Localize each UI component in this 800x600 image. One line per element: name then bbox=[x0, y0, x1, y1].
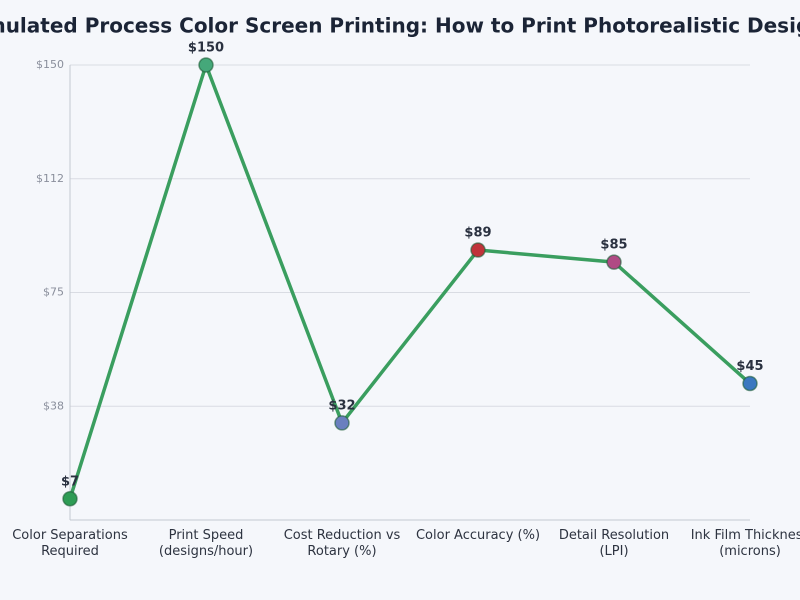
value-label: $85 bbox=[600, 238, 627, 253]
x-tick-label-line: Detail Resolution bbox=[559, 528, 669, 543]
x-tick-label-line: Color Accuracy (%) bbox=[416, 528, 540, 543]
x-tick-label-line: Rotary (%) bbox=[307, 544, 376, 559]
chart-title: Simulated Process Color Screen Printing:… bbox=[0, 14, 800, 38]
x-tick-label-line: Color Separations bbox=[12, 528, 128, 543]
data-point bbox=[470, 242, 486, 258]
value-label: $150 bbox=[188, 41, 224, 56]
data-point bbox=[742, 375, 758, 392]
y-tick-label: $38 bbox=[43, 399, 64, 412]
x-tick-label: Detail Resolution (LPI) bbox=[559, 528, 669, 559]
data-point bbox=[334, 415, 350, 431]
x-tick-label-line: (LPI) bbox=[599, 544, 628, 559]
value-label: $89 bbox=[464, 226, 491, 241]
value-label: $32 bbox=[328, 398, 355, 413]
x-tick-label: Cost Reduction vs Rotary (%) bbox=[284, 528, 401, 559]
x-tick-label: Color Accuracy (%) bbox=[416, 528, 540, 543]
x-tick-label-line: Required bbox=[41, 544, 99, 559]
x-tick-label-line: Cost Reduction vs bbox=[284, 528, 401, 543]
x-tick-label-line: (designs/hour) bbox=[159, 544, 253, 559]
y-tick-label: $150 bbox=[36, 58, 64, 71]
x-tick-label: Print Speed (designs/hour) bbox=[159, 528, 253, 559]
x-tick-label-line: (microns) bbox=[719, 544, 781, 559]
value-label: $7 bbox=[61, 474, 79, 489]
value-label: $45 bbox=[736, 359, 763, 374]
series-line bbox=[68, 63, 752, 500]
x-tick-label-line: Print Speed bbox=[169, 528, 244, 543]
y-tick-label: $112 bbox=[36, 172, 64, 185]
data-point bbox=[606, 254, 622, 270]
y-tick-label: $75 bbox=[43, 286, 64, 299]
x-tick-label: Color Separations Required bbox=[12, 528, 128, 559]
x-tick-label-line: Ink Film Thickness bbox=[691, 528, 800, 543]
data-point bbox=[62, 491, 78, 507]
x-tick-label: Ink Film Thickness (microns) bbox=[691, 528, 800, 559]
data-point bbox=[198, 57, 214, 73]
